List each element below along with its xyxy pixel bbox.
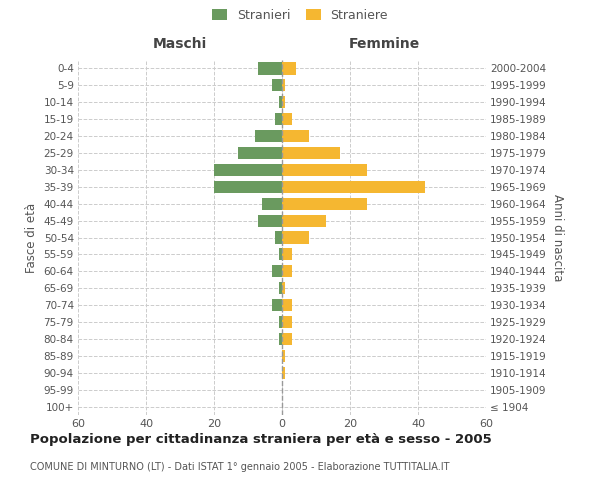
Bar xyxy=(278,316,282,328)
Bar xyxy=(214,164,282,176)
Bar xyxy=(282,316,292,328)
Text: Maschi: Maschi xyxy=(153,37,207,51)
Bar xyxy=(282,113,292,126)
Bar xyxy=(282,147,340,159)
Bar xyxy=(278,96,282,108)
Text: Popolazione per cittadinanza straniera per età e sesso - 2005: Popolazione per cittadinanza straniera p… xyxy=(30,432,492,446)
Bar xyxy=(275,232,282,243)
Y-axis label: Anni di nascita: Anni di nascita xyxy=(551,194,563,281)
Bar xyxy=(282,299,292,311)
Bar xyxy=(282,333,292,345)
Bar xyxy=(214,180,282,193)
Bar xyxy=(282,130,309,142)
Bar xyxy=(282,350,286,362)
Bar xyxy=(282,164,367,176)
Bar xyxy=(262,198,282,210)
Bar xyxy=(282,282,286,294)
Bar xyxy=(238,147,282,159)
Text: COMUNE DI MINTURNO (LT) - Dati ISTAT 1° gennaio 2005 - Elaborazione TUTTITALIA.I: COMUNE DI MINTURNO (LT) - Dati ISTAT 1° … xyxy=(30,462,449,472)
Bar xyxy=(278,333,282,345)
Bar xyxy=(282,265,292,278)
Bar xyxy=(282,248,292,260)
Bar xyxy=(255,130,282,142)
Bar xyxy=(275,113,282,126)
Bar xyxy=(272,265,282,278)
Bar xyxy=(282,80,286,92)
Bar xyxy=(272,299,282,311)
Bar xyxy=(282,96,286,108)
Bar xyxy=(282,214,326,226)
Bar xyxy=(278,248,282,260)
Bar xyxy=(258,214,282,226)
Bar xyxy=(278,282,282,294)
Bar xyxy=(272,80,282,92)
Legend: Stranieri, Straniere: Stranieri, Straniere xyxy=(212,8,388,22)
Y-axis label: Fasce di età: Fasce di età xyxy=(25,202,38,272)
Text: Femmine: Femmine xyxy=(349,37,419,51)
Bar xyxy=(282,232,309,243)
Bar xyxy=(282,198,367,210)
Bar xyxy=(282,62,296,74)
Bar xyxy=(282,366,286,379)
Bar xyxy=(258,62,282,74)
Bar xyxy=(282,180,425,193)
